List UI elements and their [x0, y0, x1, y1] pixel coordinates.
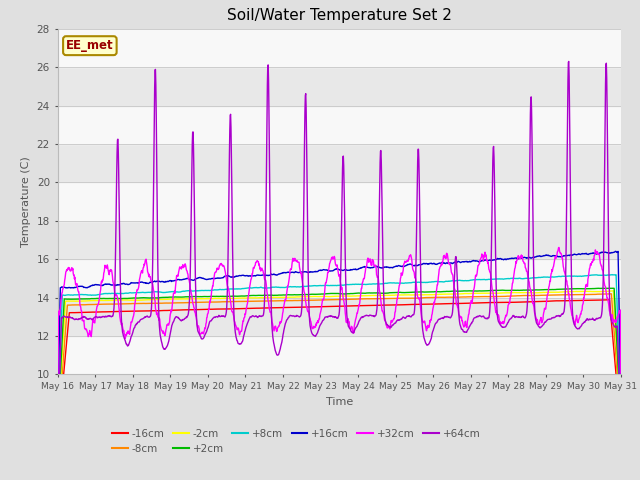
Legend: -16cm, -8cm, -2cm, +2cm, +8cm, +16cm, +32cm, +64cm: -16cm, -8cm, -2cm, +2cm, +8cm, +16cm, +3… — [108, 424, 485, 458]
X-axis label: Time: Time — [326, 396, 353, 407]
Bar — [58, 67, 621, 106]
Bar — [58, 221, 621, 259]
Title: Soil/Water Temperature Set 2: Soil/Water Temperature Set 2 — [227, 9, 452, 24]
Bar — [58, 336, 621, 374]
Y-axis label: Temperature (C): Temperature (C) — [21, 156, 31, 247]
Bar — [58, 144, 621, 182]
Text: EE_met: EE_met — [66, 39, 114, 52]
Bar — [58, 29, 621, 67]
Bar — [58, 259, 621, 298]
Bar — [58, 106, 621, 144]
Bar — [58, 182, 621, 221]
Bar — [58, 298, 621, 336]
